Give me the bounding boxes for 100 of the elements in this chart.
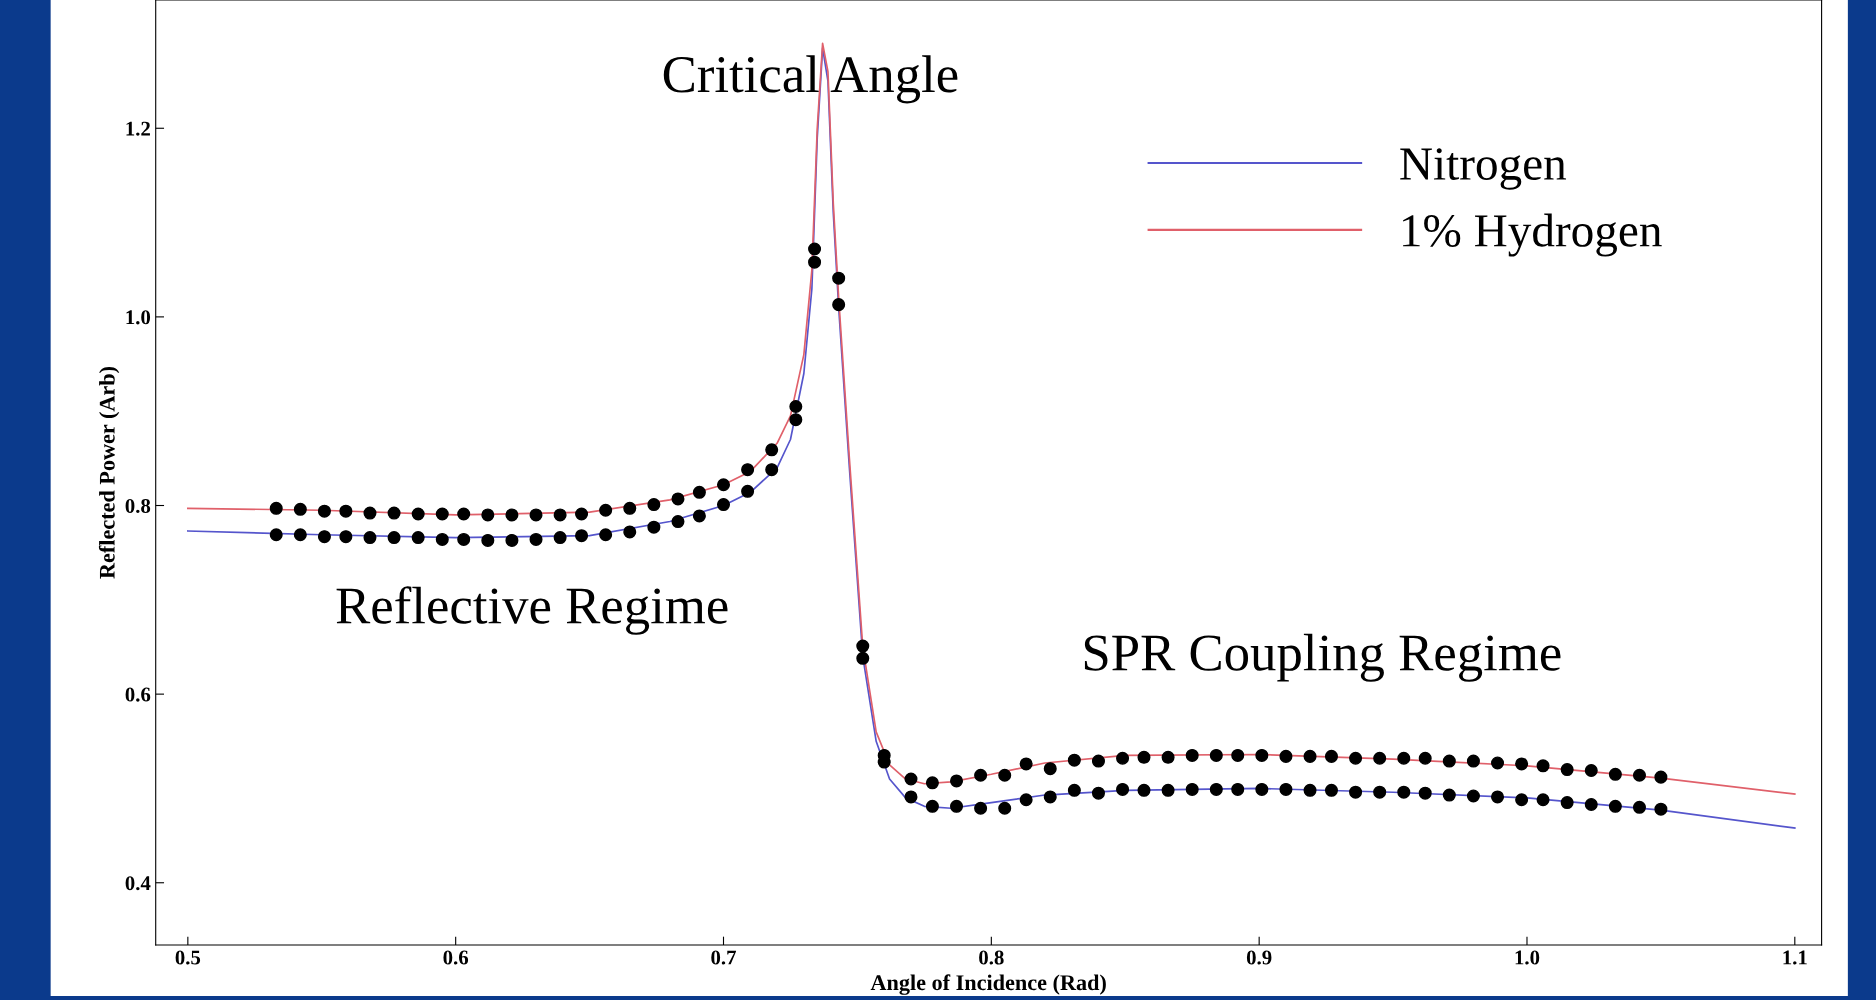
point	[1632, 768, 1646, 782]
point	[1560, 763, 1574, 777]
point	[1349, 751, 1363, 765]
point	[741, 484, 755, 498]
point	[1515, 793, 1529, 807]
point	[671, 492, 685, 506]
x-tick-label: 0.9	[1246, 950, 1272, 965]
point	[832, 298, 846, 312]
x-tick-label: 0.8	[979, 950, 1004, 965]
point	[623, 525, 637, 539]
point	[904, 772, 918, 786]
point	[1397, 785, 1411, 799]
point	[832, 271, 846, 285]
point	[481, 508, 495, 522]
y-tick-label: 0.8	[125, 498, 151, 514]
point	[950, 774, 964, 788]
point	[599, 528, 613, 542]
point	[435, 532, 449, 546]
point	[998, 801, 1012, 815]
y-axis-title: Reflected Power (Arb)	[98, 366, 120, 579]
y-tick-label: 1.2	[126, 121, 150, 136]
y-tick-label: 0.6	[125, 687, 151, 702]
point	[411, 531, 425, 545]
point	[1161, 783, 1175, 797]
x-tick-label: 1.1	[1783, 950, 1807, 965]
point	[1303, 749, 1317, 763]
legend-label: Nitrogen	[1400, 148, 1567, 190]
point	[1116, 751, 1130, 765]
y-tick-label: 1.0	[126, 310, 151, 325]
point	[599, 503, 613, 517]
point	[856, 639, 870, 653]
point	[387, 531, 401, 545]
point	[529, 532, 543, 546]
point	[765, 463, 779, 477]
point	[741, 463, 755, 477]
point	[1185, 782, 1199, 796]
point	[974, 768, 988, 782]
point	[1442, 754, 1456, 768]
point	[1491, 756, 1505, 770]
point	[623, 501, 637, 515]
point	[1584, 797, 1598, 811]
point	[1091, 786, 1105, 800]
point	[387, 506, 401, 520]
point	[1185, 748, 1199, 762]
point	[1632, 800, 1646, 814]
point	[1116, 782, 1130, 796]
point	[529, 508, 543, 522]
point	[339, 530, 353, 544]
legend-label: 1% Hydrogen	[1403, 213, 1662, 257]
x-tick-label: 0.6	[443, 950, 469, 965]
point	[998, 768, 1012, 782]
point	[1019, 757, 1033, 771]
point	[575, 529, 589, 543]
point	[904, 790, 918, 804]
point	[647, 520, 661, 534]
point	[1279, 782, 1293, 796]
point	[1466, 789, 1480, 803]
point	[692, 509, 706, 523]
point	[1324, 783, 1338, 797]
point	[1043, 762, 1057, 776]
point	[925, 799, 939, 813]
point	[1091, 754, 1105, 768]
point	[1654, 802, 1668, 816]
point	[1279, 749, 1293, 763]
point	[1231, 748, 1245, 762]
point	[808, 242, 822, 256]
point	[1043, 790, 1057, 804]
annotation: SPR Coupling Regime	[1084, 633, 1561, 682]
point	[1303, 783, 1317, 797]
point	[1324, 749, 1338, 763]
x-axis-title: Angle of Incidence (Rad)	[870, 974, 1106, 995]
point	[808, 255, 822, 269]
point	[1608, 767, 1622, 781]
point	[269, 528, 283, 542]
point	[1608, 799, 1622, 813]
point	[553, 508, 567, 522]
point	[950, 799, 964, 813]
point	[1442, 788, 1456, 802]
point	[1067, 753, 1081, 767]
point	[1373, 785, 1387, 799]
point	[856, 651, 870, 665]
point	[647, 498, 661, 512]
point	[1255, 782, 1269, 796]
point	[716, 478, 731, 492]
y-tick-label: 0.4	[125, 876, 151, 891]
point	[789, 399, 803, 413]
x-tick-label: 0.7	[711, 950, 737, 965]
point	[692, 485, 706, 499]
point	[1654, 770, 1668, 784]
point	[1161, 750, 1175, 764]
point	[481, 533, 495, 547]
point	[435, 507, 449, 521]
point	[1231, 782, 1245, 796]
annotation: Critical Angle	[663, 55, 958, 104]
point	[1397, 751, 1411, 765]
point	[317, 504, 331, 518]
point	[1067, 783, 1081, 797]
point	[1515, 757, 1529, 771]
point	[1209, 782, 1223, 796]
point	[1418, 751, 1432, 765]
